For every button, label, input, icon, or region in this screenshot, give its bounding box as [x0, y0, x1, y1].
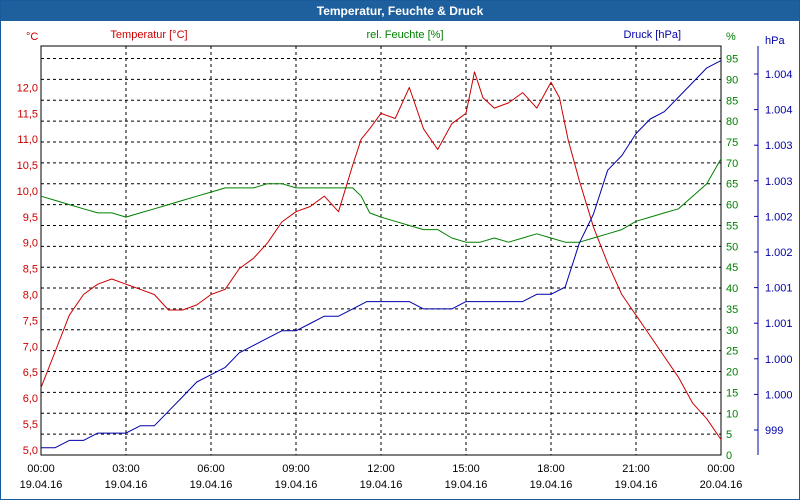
y-left-tick: 6,0 [23, 393, 38, 405]
chart: 00:00 19.04.16 03:00 19.04.16 06:00 19.04.16 0… [17, 29, 793, 491]
y-left-tick: 11,0 [17, 134, 38, 146]
x-tick-date: 19.04.16 [615, 479, 658, 491]
y-left-tick: 10,0 [17, 186, 38, 198]
x-tick-time: 00:00 [27, 463, 55, 475]
y-left-tick: 10,5 [17, 160, 38, 172]
y-left-tick: 5,5 [23, 419, 38, 431]
y-right-humidity-tick: 5 [726, 429, 732, 441]
y-right-pressure-tick: 1.001 [765, 283, 793, 295]
y-left-tick: 7,5 [23, 315, 38, 327]
x-tick-date: 19.04.16 [445, 479, 488, 491]
y-right-pressure-tick: 1.004 [765, 69, 793, 81]
x-tick-time: 21:00 [622, 463, 650, 475]
y-right-humidity-tick: 80 [726, 116, 738, 128]
y-left-tick: 7,0 [23, 341, 38, 353]
x-tick-date: 19.04.16 [360, 479, 403, 491]
y-right-pressure-tick: 1.000 [765, 354, 793, 366]
y-right-pressure-tick: 999 [765, 425, 783, 437]
y-left-tick: 12,0 [17, 82, 38, 94]
y-right-pressure-tick: 1.002 [765, 211, 793, 223]
x-tick-time: 09:00 [282, 463, 310, 475]
y-right-humidity-tick: 0 [726, 450, 732, 462]
y-right-humidity-tick: 45 [726, 262, 738, 274]
x-tick-date: 20.04.16 [700, 479, 743, 491]
y-right-pressure-tick: 1.003 [765, 140, 793, 152]
y-left-tick: 8,5 [23, 264, 38, 276]
y-right-humidity-tick: 85 [726, 95, 738, 107]
y-left-tick: 11,5 [17, 108, 38, 120]
window-title: Temperatur, Feuchte & Druck [1, 1, 799, 21]
y-left-tick: 9,0 [23, 238, 38, 250]
x-tick-time: 18:00 [537, 463, 565, 475]
y-right-humidity-tick: 55 [726, 220, 738, 232]
x-tick-time: 15:00 [452, 463, 480, 475]
x-tick-time: 06:00 [197, 463, 225, 475]
x-tick-date: 19.04.16 [190, 479, 233, 491]
y-right-pressure-tick: 1.004 [765, 105, 793, 117]
y-right-humidity-tick: 75 [726, 137, 738, 149]
x-tick-date: 19.04.16 [530, 479, 573, 491]
series-label: Druck [hPa] [624, 29, 681, 41]
y-left-tick: 5,0 [23, 445, 38, 457]
y-right-humidity-tick: 25 [726, 346, 738, 358]
y-right-humidity-unit: % [726, 31, 736, 43]
y-left-tick: 9,5 [23, 212, 38, 224]
x-tick-date: 19.04.16 [275, 479, 318, 491]
y-right-humidity-tick: 15 [726, 387, 738, 399]
x-tick-time: 12:00 [367, 463, 395, 475]
y-left-tick: 6,5 [23, 367, 38, 379]
y-right-humidity-tick: 50 [726, 241, 738, 253]
y-right-humidity-tick: 20 [726, 367, 738, 379]
y-right-pressure-unit: hPa [765, 35, 785, 47]
temperature-line [40, 71, 722, 440]
x-tick-date: 19.04.16 [105, 479, 148, 491]
y-right-pressure-tick: 1.002 [765, 247, 793, 259]
pressure-line [41, 60, 722, 449]
y-right-humidity-tick: 95 [726, 54, 738, 66]
series-label: rel. Feuchte [%] [366, 29, 443, 41]
y-right-humidity-tick: 10 [726, 408, 738, 420]
y-right-humidity-tick: 70 [726, 158, 738, 170]
y-right-humidity-tick: 35 [726, 304, 738, 316]
y-right-pressure-tick: 1.001 [765, 318, 793, 330]
y-left-unit: °C [26, 31, 38, 43]
x-tick-time: 03:00 [112, 463, 140, 475]
y-right-pressure-tick: 1.000 [765, 389, 793, 401]
y-right-humidity-tick: 90 [726, 74, 738, 86]
series-label: Temperatur [°C] [110, 29, 187, 41]
y-right-humidity-tick: 60 [726, 200, 738, 212]
y-right-humidity-tick: 65 [726, 179, 738, 191]
y-left-tick: 8,0 [23, 290, 38, 302]
x-tick-date: 19.04.16 [20, 479, 63, 491]
humidity-line [40, 158, 722, 243]
y-right-humidity-tick: 40 [726, 283, 738, 295]
y-right-pressure-tick: 1.003 [765, 176, 793, 188]
x-tick-time: 00:00 [707, 463, 735, 475]
y-right-humidity-tick: 30 [726, 325, 738, 337]
